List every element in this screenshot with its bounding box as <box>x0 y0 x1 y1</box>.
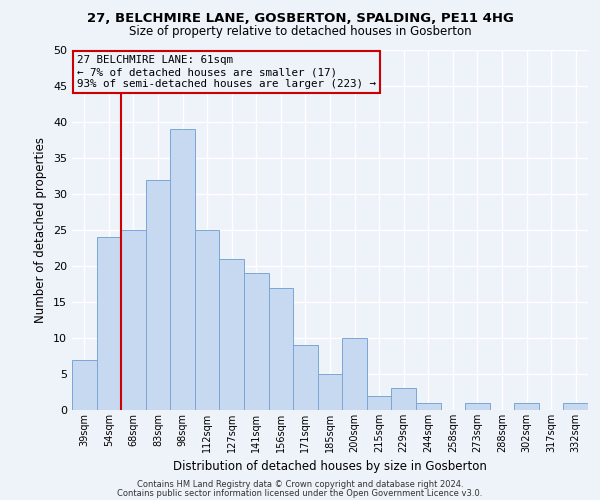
Bar <box>121 230 146 410</box>
Bar <box>195 230 220 410</box>
Text: Size of property relative to detached houses in Gosberton: Size of property relative to detached ho… <box>128 25 472 38</box>
Text: 27, BELCHMIRE LANE, GOSBERTON, SPALDING, PE11 4HG: 27, BELCHMIRE LANE, GOSBERTON, SPALDING,… <box>86 12 514 26</box>
Bar <box>72 360 97 410</box>
X-axis label: Distribution of detached houses by size in Gosberton: Distribution of detached houses by size … <box>173 460 487 473</box>
Bar <box>391 388 416 410</box>
Bar <box>342 338 367 410</box>
Bar <box>416 403 440 410</box>
Text: Contains HM Land Registry data © Crown copyright and database right 2024.: Contains HM Land Registry data © Crown c… <box>137 480 463 489</box>
Bar <box>146 180 170 410</box>
Bar <box>293 345 318 410</box>
Bar <box>318 374 342 410</box>
Text: 27 BELCHMIRE LANE: 61sqm
← 7% of detached houses are smaller (17)
93% of semi-de: 27 BELCHMIRE LANE: 61sqm ← 7% of detache… <box>77 56 376 88</box>
Bar <box>97 237 121 410</box>
Bar <box>367 396 391 410</box>
Bar <box>514 403 539 410</box>
Bar <box>269 288 293 410</box>
Bar <box>170 129 195 410</box>
Y-axis label: Number of detached properties: Number of detached properties <box>34 137 47 323</box>
Bar <box>465 403 490 410</box>
Bar <box>563 403 588 410</box>
Text: Contains public sector information licensed under the Open Government Licence v3: Contains public sector information licen… <box>118 488 482 498</box>
Bar <box>244 273 269 410</box>
Bar <box>220 259 244 410</box>
